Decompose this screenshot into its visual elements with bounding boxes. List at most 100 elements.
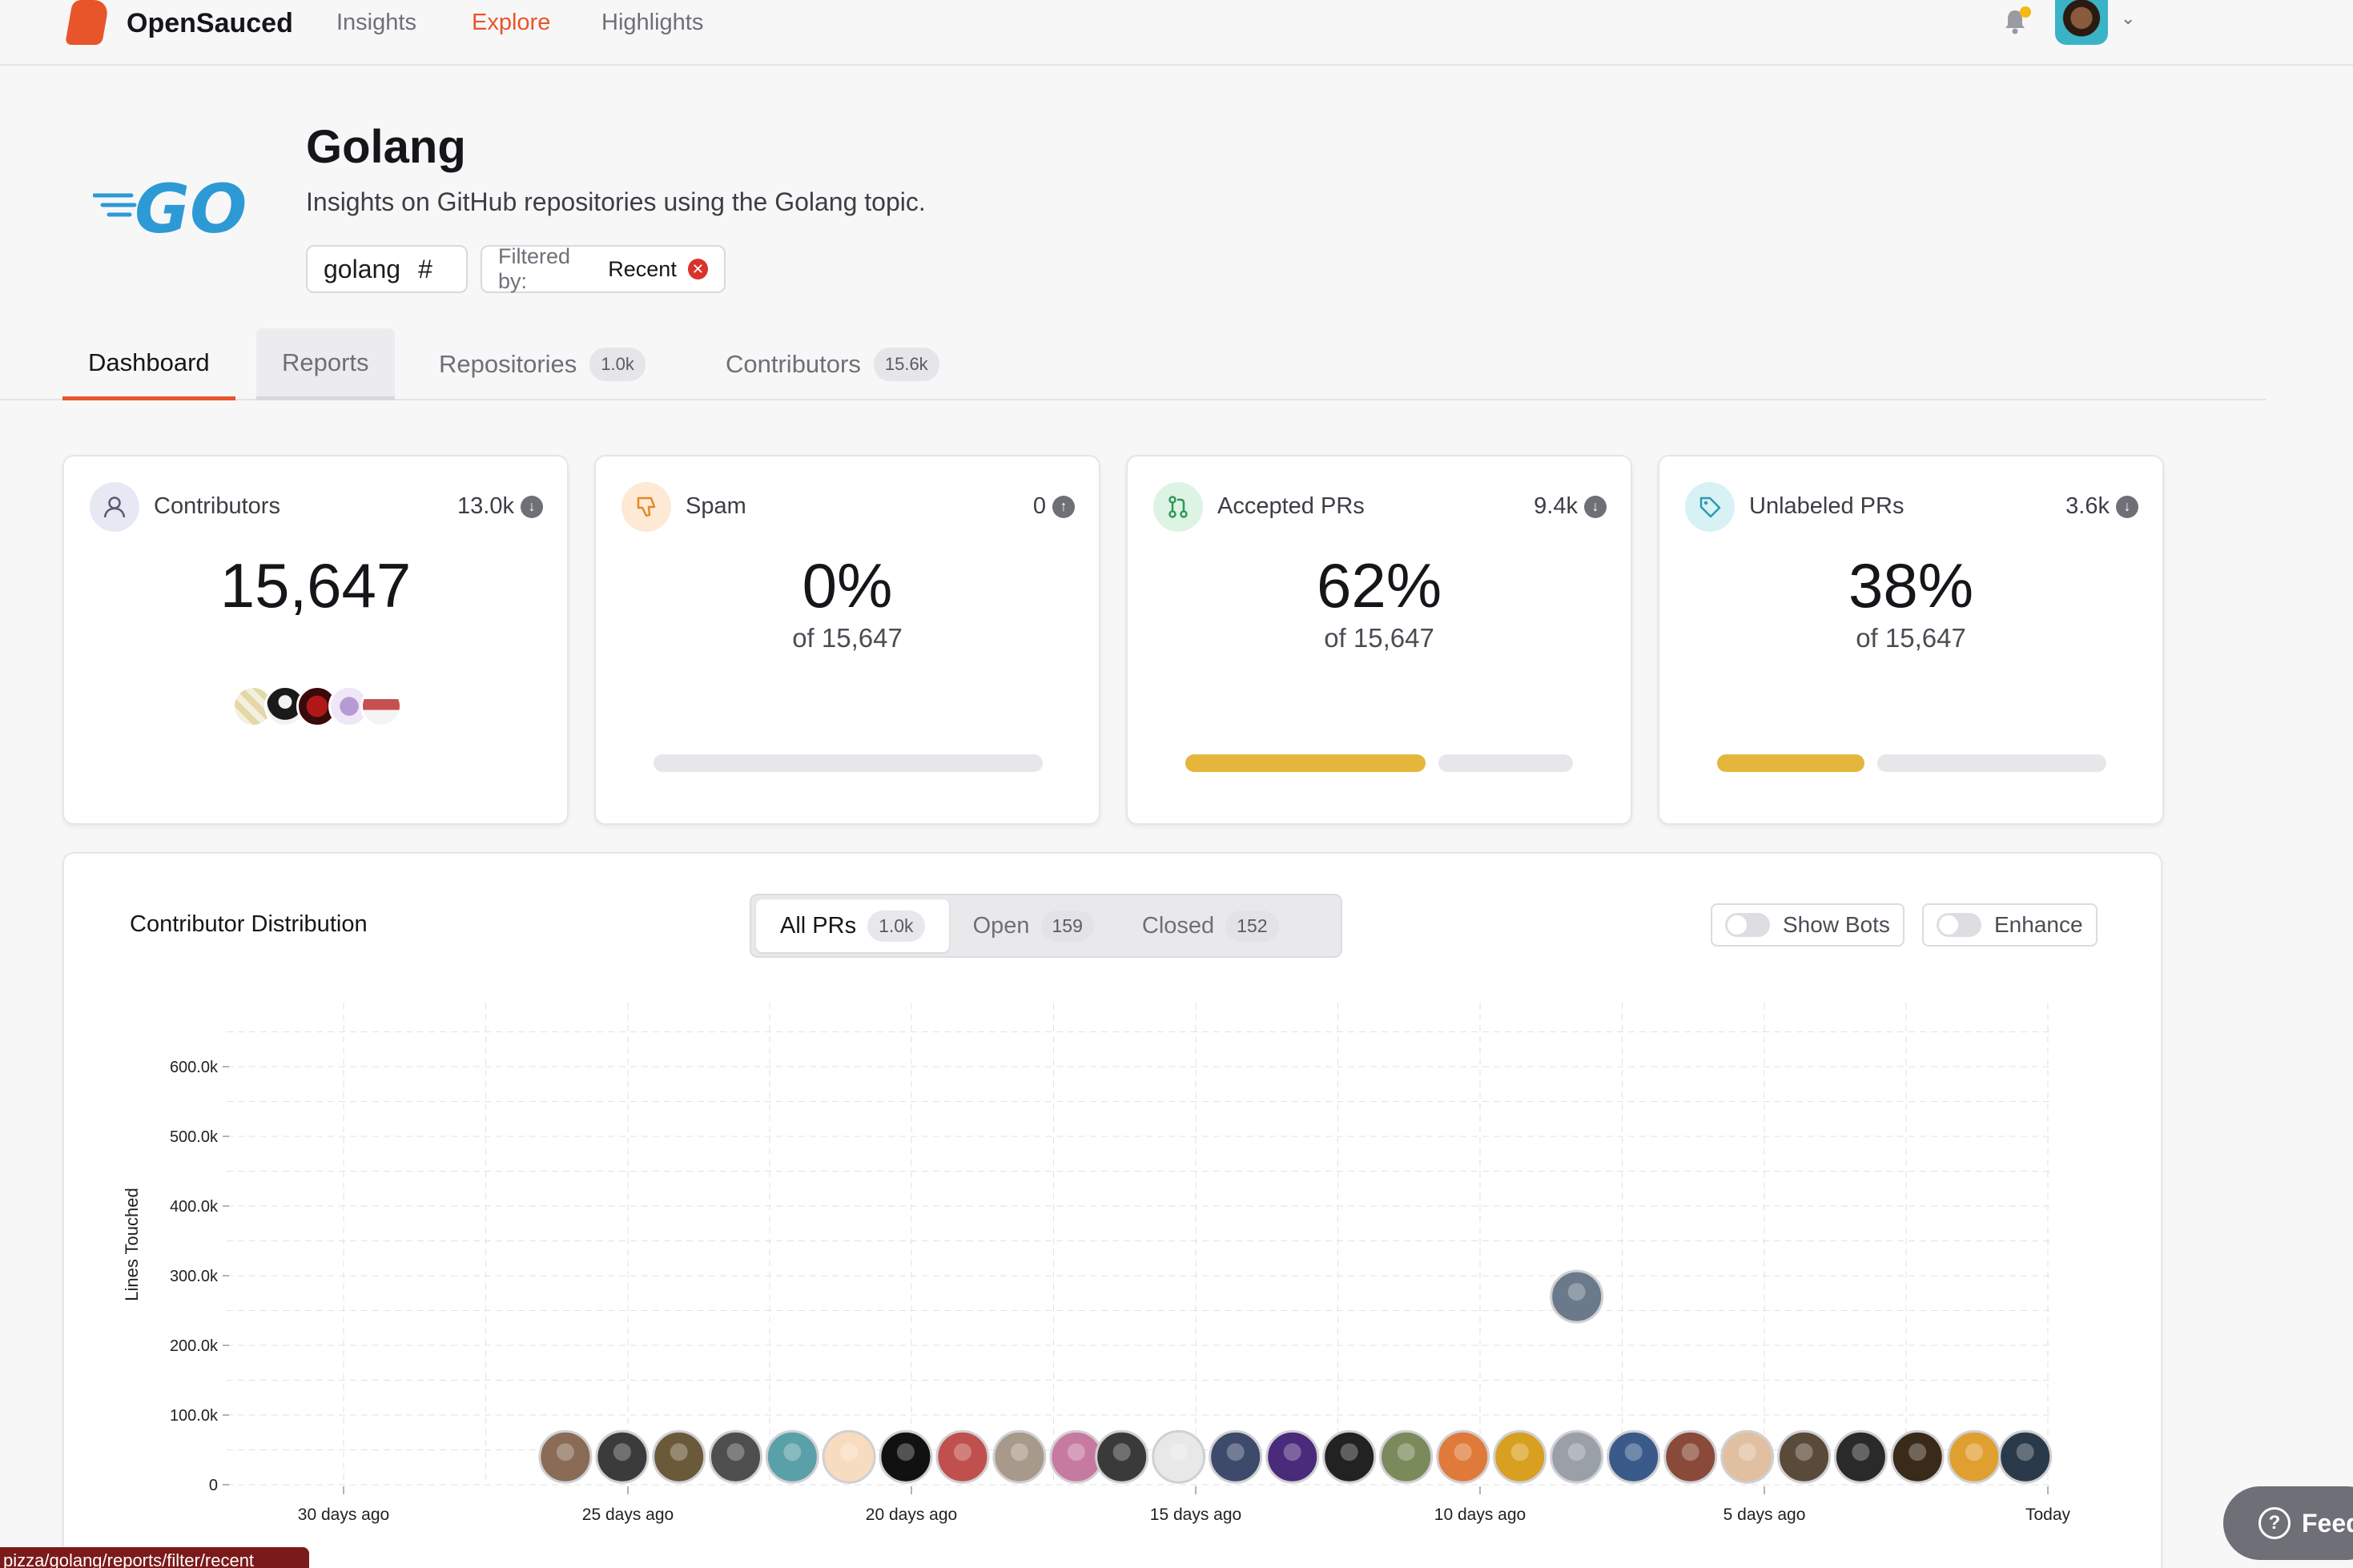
contributor-point[interactable]: [1493, 1429, 1547, 1484]
contributor-point[interactable]: [1833, 1429, 1888, 1484]
y-tick-label: 400.0k: [170, 1198, 219, 1216]
arrow-down-icon: ↓: [2116, 495, 2138, 518]
thumbs-down-icon: [621, 482, 671, 532]
card-delta: 0 ↑: [1033, 493, 1075, 520]
remove-filter-icon[interactable]: ✕: [687, 259, 708, 279]
contributor-point[interactable]: [992, 1429, 1047, 1484]
contributor-point-face: [783, 1443, 802, 1461]
unlabeled-progress-rest: [1877, 754, 2106, 772]
contributor-point-face: [1965, 1443, 1983, 1461]
contributor-point[interactable]: [765, 1429, 819, 1484]
nav-insights[interactable]: Insights: [336, 10, 416, 35]
filter-closed-count: 152: [1225, 910, 1279, 942]
contributor-point[interactable]: [935, 1429, 990, 1484]
nav-highlights[interactable]: Highlights: [601, 10, 704, 35]
topic-chip[interactable]: golang #: [306, 245, 468, 293]
unlabeled-progress-fill: [1717, 754, 1864, 772]
tab-repositories[interactable]: Repositories 1.0k: [439, 328, 646, 400]
contributor-point[interactable]: [1550, 1429, 1604, 1484]
hash-icon: #: [418, 254, 432, 283]
filter-open-button[interactable]: Open 159: [949, 899, 1118, 952]
contributor-point[interactable]: [538, 1429, 593, 1484]
filter-open-count: 159: [1040, 910, 1094, 942]
enhance-label: Enhance: [1994, 912, 2083, 937]
help-icon: ?: [2258, 1507, 2291, 1539]
contributor-point[interactable]: [1777, 1429, 1832, 1484]
y-tick-label: 600.0k: [170, 1059, 219, 1076]
filter-all-prs-count: 1.0k: [867, 910, 925, 942]
page-subtitle: Insights on GitHub repositories using th…: [306, 187, 926, 216]
contributor-point[interactable]: [1152, 1429, 1206, 1484]
card-delta: 9.4k ↓: [1534, 493, 1607, 520]
contributor-scatter-chart: 0 100.0k 200.0k 300.0k 400.0k 500.0k 600.0k 30 …: [122, 1003, 2071, 1524]
contributor-point[interactable]: [1265, 1429, 1320, 1484]
contributor-point[interactable]: [879, 1429, 933, 1484]
x-tick-label: 25 days ago: [582, 1506, 674, 1524]
contributor-avatar-stack[interactable]: [232, 685, 408, 727]
filter-label: Filtered by:: [498, 244, 571, 293]
filter-open-label: Open: [972, 912, 1030, 939]
nav-explore[interactable]: Explore: [472, 10, 551, 35]
avatar[interactable]: [360, 685, 402, 727]
enhance-switch[interactable]: [1937, 913, 1981, 937]
contributor-point[interactable]: [1607, 1429, 1661, 1484]
show-bots-toggle[interactable]: Show Bots: [1711, 903, 1905, 947]
contributor-point[interactable]: [1209, 1429, 1263, 1484]
user-avatar[interactable]: [2055, 0, 2108, 45]
spam-card: Spam 0 ↑ 0% of 15,647: [594, 455, 1100, 825]
contributor-point-face: [1340, 1443, 1358, 1461]
contributor-point[interactable]: [1379, 1429, 1434, 1484]
brand-name[interactable]: OpenSauced: [127, 8, 293, 38]
contributor-point-face: [1567, 1443, 1586, 1461]
notification-dot: [2020, 6, 2031, 18]
tab-reports[interactable]: Reports: [256, 328, 395, 400]
tab-dashboard-label: Dashboard: [88, 348, 210, 376]
tag-icon: [1685, 482, 1735, 532]
x-tick-label: 15 days ago: [1150, 1506, 1241, 1524]
card-delta-value: 9.4k: [1534, 493, 1578, 519]
feedback-button[interactable]: ? Feed: [2223, 1486, 2353, 1560]
tab-dashboard[interactable]: Dashboard: [62, 328, 235, 400]
contributor-point[interactable]: [1720, 1429, 1775, 1484]
card-label: Spam: [686, 493, 746, 519]
tab-reports-label: Reports: [282, 348, 369, 376]
arrow-down-icon: ↓: [521, 495, 543, 518]
tab-contributors[interactable]: Contributors 15.6k: [726, 328, 939, 400]
contributor-point[interactable]: [822, 1429, 876, 1484]
golang-logo: GO: [93, 170, 247, 242]
contributor-point-face: [1909, 1443, 1927, 1461]
opensauced-logo-icon[interactable]: [65, 0, 110, 45]
y-tick-label: 200.0k: [170, 1337, 219, 1355]
filter-all-prs-button[interactable]: All PRs 1.0k: [756, 899, 949, 952]
contributor-point[interactable]: [1998, 1429, 2053, 1484]
unlabeled-prs-card: Unlabeled PRs 3.6k ↓ 38% of 15,647: [1658, 455, 2164, 825]
top-nav: OpenSauced Insights Explore Highlights ⌄: [0, 0, 2353, 66]
contributor-point[interactable]: [709, 1429, 763, 1484]
contributor-distribution-panel: Contributor Distribution All PRs 1.0k Op…: [62, 852, 2162, 1568]
contributor-point[interactable]: [1550, 1269, 1604, 1324]
contributor-point-face: [840, 1443, 859, 1461]
filter-chip[interactable]: Filtered by: Recent ✕: [481, 244, 726, 293]
card-delta-value: 13.0k: [457, 493, 514, 519]
contributor-point[interactable]: [595, 1429, 650, 1484]
contributor-point-face: [1681, 1443, 1699, 1461]
filter-closed-button[interactable]: Closed 152: [1118, 899, 1303, 952]
show-bots-switch[interactable]: [1725, 913, 1770, 937]
contributor-point-face: [1510, 1443, 1529, 1461]
card-sub: of 15,647: [792, 623, 903, 653]
contributor-point[interactable]: [1322, 1429, 1377, 1484]
chevron-down-icon[interactable]: ⌄: [2121, 8, 2136, 28]
card-value: 0%: [802, 550, 893, 621]
contributor-point[interactable]: [1436, 1429, 1490, 1484]
y-tick-label: 300.0k: [170, 1268, 219, 1285]
contributor-point-face: [613, 1443, 631, 1461]
contributors-card: Contributors 13.0k ↓ 15,647: [62, 455, 569, 825]
contributor-point[interactable]: [1890, 1429, 1945, 1484]
contributor-point[interactable]: [652, 1429, 706, 1484]
card-value: 38%: [1848, 550, 1974, 621]
contributor-point[interactable]: [1663, 1429, 1718, 1484]
contributor-point-face: [670, 1443, 688, 1461]
card-delta-value: 3.6k: [2065, 493, 2110, 519]
enhance-toggle[interactable]: Enhance: [1922, 903, 2098, 947]
contributor-point[interactable]: [1095, 1429, 1149, 1484]
